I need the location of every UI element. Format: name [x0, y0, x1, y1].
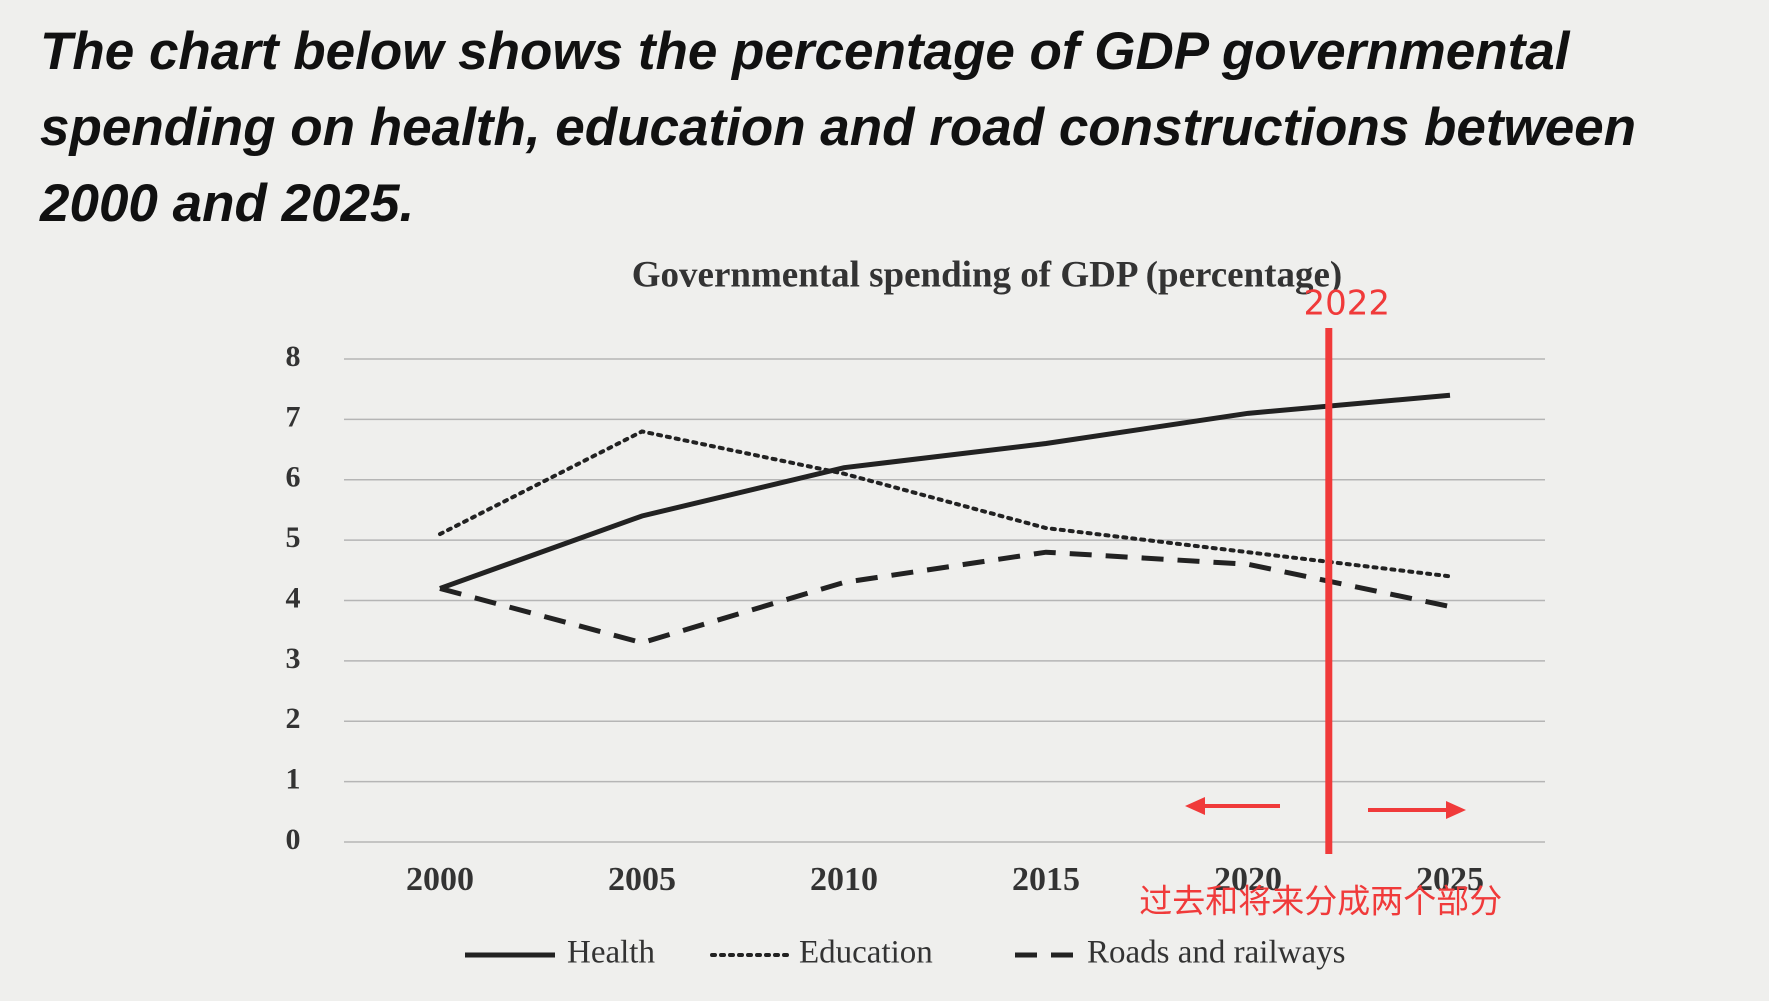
arrow-head — [1185, 797, 1205, 815]
x-tick-label: 2005 — [608, 861, 676, 898]
y-tick-label: 3 — [286, 642, 301, 675]
marker-label: 2022 — [1304, 284, 1391, 324]
y-tick-label: 0 — [286, 823, 301, 856]
x-tick-label: 2015 — [1012, 861, 1080, 898]
line — [438, 429, 1452, 579]
x-tick-label: 2025 — [1416, 861, 1484, 898]
y-tick-label: 7 — [286, 400, 301, 433]
line — [439, 392, 1451, 591]
y-tick-label: 5 — [286, 521, 301, 554]
y-tick-label: 1 — [286, 763, 301, 796]
y-tick-label: 2 — [286, 702, 301, 735]
legend-label: Roads and railways — [1087, 935, 1345, 971]
legend-label: Health — [567, 935, 655, 971]
chart-title: Governmental spending of GDP (percentage… — [632, 254, 1342, 295]
x-tick-label: 2020 — [1214, 861, 1282, 898]
y-tick-label: 4 — [286, 581, 301, 614]
x-tick-label: 2010 — [810, 861, 878, 898]
y-tick-label: 6 — [286, 461, 301, 494]
marker-note: 过去和将来分成两个部分 — [1139, 882, 1502, 921]
y-tick-label: 8 — [286, 340, 301, 373]
arrow-head — [1446, 801, 1466, 819]
x-tick-label: 2000 — [406, 861, 474, 898]
legend-label: Education — [799, 935, 933, 971]
line — [439, 549, 1451, 646]
heading: The chart below shows the percentage of … — [40, 22, 1637, 233]
